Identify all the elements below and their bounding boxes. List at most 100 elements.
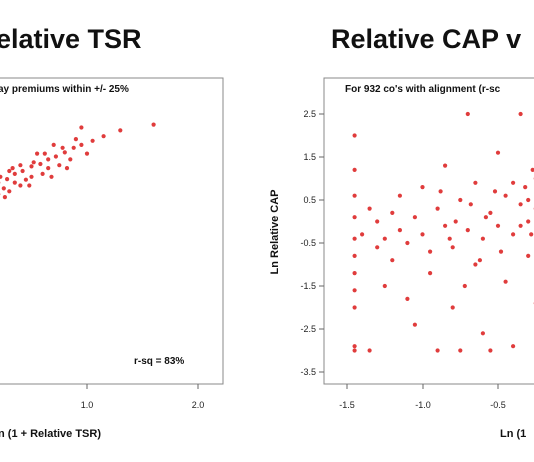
left-point-41 [42,151,47,156]
right-point-14 [375,245,380,250]
left-point-30 [84,151,90,156]
left-point-27 [40,171,45,176]
left-point-45 [27,183,32,188]
right-point-54 [526,219,531,224]
right-point-13 [367,206,372,211]
right-point-12 [360,232,365,237]
left-point-16 [151,122,156,127]
right-point-29 [428,271,433,276]
right-point-31 [435,348,440,353]
left-point-34 [12,180,17,185]
right-point-78 [518,223,523,228]
right-chart-subtitle: For 932 co's with alignment (r-sc [345,84,501,95]
right-xtick-label-3: -0.5 [490,400,506,410]
right-point-16 [382,236,387,241]
right-point-72 [529,232,534,237]
right-point-26 [420,232,425,237]
left-point-38 [7,189,12,194]
left-point-26 [23,177,28,182]
left-point-9 [53,154,59,159]
right-ytick-label-5: -1.5 [300,281,316,291]
left-point-17 [79,125,84,130]
right-ytick-label-3: 0.5 [303,195,316,205]
left-point-19 [35,151,40,156]
right-point-10 [352,348,357,353]
left-point-42 [60,145,65,150]
left-chart-subtitle: ay premiums within +/- 25% [0,84,129,95]
right-point-27 [420,185,425,190]
right-point-55 [526,253,531,258]
right-point-46 [495,223,501,228]
left-point-15 [118,128,123,133]
right-point-25 [412,322,417,327]
left-x-axis-label: n (1 + Relative TSR) [0,428,101,440]
right-point-43 [480,331,485,336]
right-point-51 [510,344,516,349]
right-point-66 [526,197,531,203]
left-point-35 [0,174,3,179]
right-x-axis-label: Ln (1 [500,428,526,440]
right-point-22 [405,240,410,246]
right-point-2 [352,193,357,198]
right-y-axis: 2.5 1.5 0.5 -0.5 -1.5 -2.5 -3.5 Ln Relat… [269,109,324,377]
right-point-42 [480,236,485,241]
right-point-18 [390,210,395,215]
right-point-80 [530,167,534,172]
left-point-29 [68,157,73,162]
left-point-12 [79,142,84,147]
left-point-25 [1,186,6,191]
right-point-8 [352,305,357,310]
right-ytick-label-7: -3.5 [300,367,316,377]
left-chart-title: elative TSR [0,24,142,54]
right-point-28 [428,249,433,254]
right-point-41 [473,262,478,267]
right-point-6 [352,271,357,276]
right-y-axis-label: Ln Relative CAP [269,190,281,275]
right-point-94 [447,236,452,241]
right-point-50 [510,232,516,237]
right-xtick-label-1: -1.5 [339,400,355,410]
left-xtick-label-1: 1.0 [81,400,94,410]
left-point-3 [5,177,10,182]
left-point-32 [46,166,51,171]
right-series [352,111,534,353]
right-point-38 [465,228,470,233]
right-point-49 [503,279,508,284]
left-point-11 [71,145,76,150]
right-point-30 [435,206,440,211]
right-point-21 [397,193,402,198]
right-point-0 [352,133,357,138]
right-point-24 [412,215,417,220]
right-point-23 [405,296,410,301]
right-point-15 [375,219,380,224]
right-x-axis: -1.5 -1.0 -0.5 Ln (1 [339,384,526,440]
right-point-44 [488,210,493,215]
right-point-90 [477,258,482,263]
right-point-89 [483,215,488,220]
right-plot-frame [323,77,534,385]
right-point-45 [488,348,493,353]
right-point-86 [510,180,516,185]
right-xtick-label-2: -1.0 [415,400,431,410]
right-ytick-label-4: -0.5 [300,238,316,248]
right-point-9 [352,344,357,349]
right-point-91 [468,202,473,207]
left-point-28 [57,163,62,168]
right-point-88 [492,189,498,194]
right-point-53 [518,111,523,117]
left-point-21 [7,168,12,174]
right-point-4 [352,236,357,241]
left-point-31 [73,137,78,142]
right-ytick-label-2: 1.5 [303,152,316,162]
right-point-5 [352,253,357,258]
right-ytick-label-6: -2.5 [300,324,316,334]
right-point-47 [495,150,501,155]
left-point-10 [62,150,67,155]
right-point-35 [450,305,455,310]
right-point-32 [443,223,448,228]
right-point-93 [453,219,458,224]
right-point-7 [352,288,357,293]
right-point-33 [443,163,448,168]
right-ytick-label-1: 2.5 [303,109,316,119]
